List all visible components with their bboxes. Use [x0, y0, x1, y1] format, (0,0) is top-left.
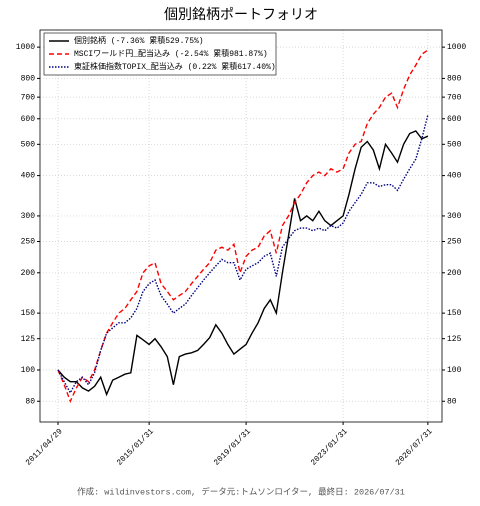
x-tick-label: 2015/01/31	[115, 427, 155, 467]
y-tick-label: 200	[21, 269, 36, 278]
legend-label: MSCIワールド円_配当込み (-2.54% 累積981.87%)	[74, 48, 268, 59]
y-tick-label: 125	[447, 335, 462, 344]
y-tick-label: 80	[447, 397, 457, 406]
y-tick-label: 300	[447, 212, 462, 221]
y-tick-label: 800	[21, 75, 36, 84]
series-line	[57, 114, 429, 395]
y-tick-label: 500	[21, 140, 36, 149]
legend-label: 東証株価指数TOPIX_配当込み (0.22% 累積617.40%)	[74, 61, 276, 72]
legend-label: 個別銘柄 (-7.36% 累積529.75%)	[74, 35, 204, 46]
y-tick-label: 800	[447, 75, 462, 84]
y-tick-label: 1000	[16, 43, 35, 52]
y-tick-label: 100	[447, 366, 462, 375]
y-tick-label: 700	[21, 93, 36, 102]
y-tick-label: 500	[447, 140, 462, 149]
y-tick-label: 100	[21, 366, 36, 375]
footer: 作成: wildinvestors.com, データ元:トムソンロイター, 最終…	[77, 486, 405, 497]
y-tick-label: 250	[447, 238, 462, 247]
x-tick-label: 2023/01/31	[309, 427, 349, 467]
x-tick-label: 2019/01/31	[212, 427, 252, 467]
y-tick-label: 250	[21, 238, 36, 247]
y-tick-label: 700	[447, 93, 462, 102]
y-tick-label: 1000	[447, 43, 466, 52]
y-tick-label: 125	[21, 335, 36, 344]
series-line	[57, 130, 429, 397]
series-line	[57, 49, 429, 404]
y-tick-label: 80	[25, 397, 35, 406]
y-tick-label: 600	[447, 115, 462, 124]
y-tick-label: 600	[21, 115, 36, 124]
x-tick-label: 2011/04/29	[24, 427, 64, 467]
y-tick-label: 150	[21, 309, 36, 318]
y-tick-label: 150	[447, 309, 462, 318]
legend-box	[43, 32, 277, 76]
chart-title: 個別銘柄ポートフォリオ	[164, 7, 318, 23]
y-tick-label: 400	[21, 172, 36, 181]
y-tick-label: 200	[447, 269, 462, 278]
y-tick-label: 300	[21, 212, 36, 221]
y-tick-label: 400	[447, 172, 462, 181]
x-tick-label: 2026/07/31	[394, 427, 434, 467]
plot-frame	[39, 29, 443, 423]
